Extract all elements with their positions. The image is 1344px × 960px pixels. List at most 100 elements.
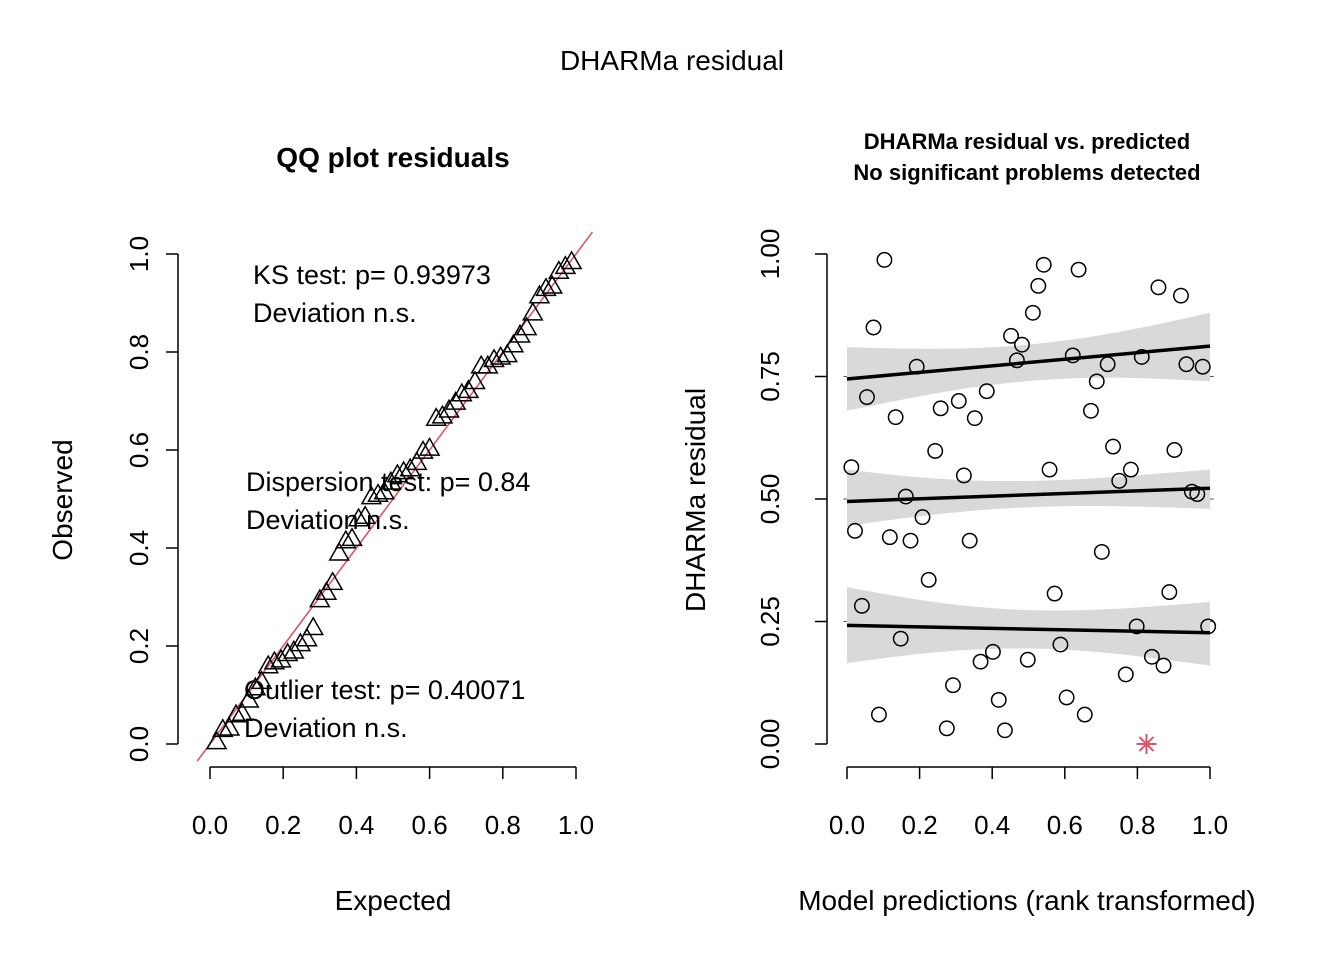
residual-point xyxy=(1064,347,1081,364)
residual-point xyxy=(1105,438,1122,455)
qq-point xyxy=(367,483,389,502)
qq-point xyxy=(380,470,402,490)
qq-point xyxy=(528,284,551,304)
quantile-fit-line xyxy=(846,486,1211,504)
residual-x-tick-label: 0.2 xyxy=(902,810,938,840)
residual-point xyxy=(843,459,860,476)
quantile-fit-line xyxy=(846,344,1211,381)
residual-x-tick-label: 0.0 xyxy=(829,810,865,840)
qq-point xyxy=(418,437,441,456)
residual-point xyxy=(1155,657,1172,674)
residual-point xyxy=(1122,461,1139,478)
qq-x-tick-label: 0.0 xyxy=(192,810,228,840)
residual-point xyxy=(1024,304,1041,321)
qq-point xyxy=(522,301,544,321)
residual-point xyxy=(1082,402,1099,419)
residual-point xyxy=(876,251,893,268)
qq-point xyxy=(289,632,312,652)
qq-x-tick-label: 0.2 xyxy=(265,810,301,840)
residual-point xyxy=(887,409,904,426)
residual-point xyxy=(1058,689,1075,706)
residual-y-tick-label: 0.25 xyxy=(755,596,785,647)
residual-x-tick-label: 0.6 xyxy=(1047,810,1083,840)
qq-x-tick-label: 0.8 xyxy=(485,810,521,840)
qq-point xyxy=(399,457,421,477)
qq-plot-panel: QQ plot residuals 0.0 0.2 0.4 0.6 0.8 1.0 0.0… xyxy=(47,142,594,916)
residual-y-tick-label: 1.00 xyxy=(755,229,785,280)
residual-point xyxy=(1111,472,1128,489)
residual-x-axis: 0.0 0.2 0.4 0.6 0.8 1.0 xyxy=(829,766,1228,840)
residual-point xyxy=(1194,358,1211,375)
qq-y-tick-label: 1.0 xyxy=(124,236,154,272)
residual-point xyxy=(902,532,919,549)
qq-point xyxy=(489,345,512,365)
qq-y-tick-label: 0.2 xyxy=(124,628,154,664)
residual-y-tick-label: 0.75 xyxy=(755,351,785,402)
residual-point xyxy=(881,529,898,546)
qq-point xyxy=(535,277,557,297)
residual-plot-subtitle: No significant problems detected xyxy=(853,160,1200,185)
qq-point xyxy=(238,688,260,708)
qq-point xyxy=(515,316,538,336)
residual-point xyxy=(1128,618,1145,635)
qq-point xyxy=(548,260,570,280)
residual-point xyxy=(853,597,870,614)
residual-point xyxy=(1133,348,1150,365)
qq-x-tick-label: 0.6 xyxy=(412,810,448,840)
qq-point xyxy=(541,274,564,294)
residual-point xyxy=(859,389,875,406)
qq-point xyxy=(276,642,299,662)
residual-x-tick-label: 1.0 xyxy=(1192,810,1228,840)
residual-point xyxy=(1030,277,1047,294)
figure-title: DHARMa residual xyxy=(560,45,784,76)
qq-point xyxy=(212,718,234,738)
residual-point xyxy=(955,467,972,484)
residual-point xyxy=(1200,618,1217,635)
residual-point xyxy=(984,643,1001,660)
qq-y-tick-label: 0.8 xyxy=(124,334,154,370)
residual-point xyxy=(1099,356,1116,373)
residual-point xyxy=(865,319,882,336)
residual-point xyxy=(1008,352,1025,369)
residual-point xyxy=(1088,373,1105,390)
residual-point xyxy=(932,400,949,417)
qq-point xyxy=(244,676,267,696)
residual-point xyxy=(996,722,1013,739)
qq-point xyxy=(250,670,273,690)
residual-x-tick-label: 0.8 xyxy=(1119,810,1155,840)
qq-point xyxy=(373,480,396,500)
residual-point xyxy=(908,358,925,375)
residual-point xyxy=(1173,287,1189,304)
residual-y-axis: 0.00 0.25 0.50 0.75 1.00 xyxy=(755,229,828,769)
qq-point xyxy=(483,348,505,368)
residual-point xyxy=(1178,356,1195,373)
outlier-asterisk xyxy=(1136,734,1157,754)
residual-plot-area xyxy=(843,251,1217,754)
residual-point xyxy=(1143,648,1160,665)
residual-point xyxy=(990,691,1007,708)
residual-point xyxy=(1003,327,1020,344)
residual-point xyxy=(847,522,863,539)
qq-point xyxy=(412,439,434,459)
residual-point xyxy=(972,653,989,670)
quantile-confidence-band xyxy=(847,587,1210,666)
residual-point xyxy=(1070,261,1087,278)
residual-point xyxy=(1150,279,1167,296)
qq-point xyxy=(392,460,415,480)
qq-x-tick-label: 0.4 xyxy=(338,810,374,840)
qq-point xyxy=(560,250,583,270)
residual-x-tick-label: 0.4 xyxy=(974,810,1010,840)
qq-point xyxy=(218,716,241,736)
residual-point xyxy=(950,393,967,409)
qq-x-axis: 0.0 0.2 0.4 0.6 0.8 1.0 xyxy=(192,766,594,840)
residual-point xyxy=(892,630,909,647)
qq-y-tick-label: 0.0 xyxy=(124,726,154,762)
qq-plot-title: QQ plot residuals xyxy=(276,142,509,173)
residual-point xyxy=(1035,256,1052,273)
qq-point xyxy=(231,702,254,722)
residual-point xyxy=(927,443,944,459)
qq-plot-area xyxy=(196,231,594,762)
qq-point xyxy=(328,541,350,561)
residual-point xyxy=(897,488,914,505)
